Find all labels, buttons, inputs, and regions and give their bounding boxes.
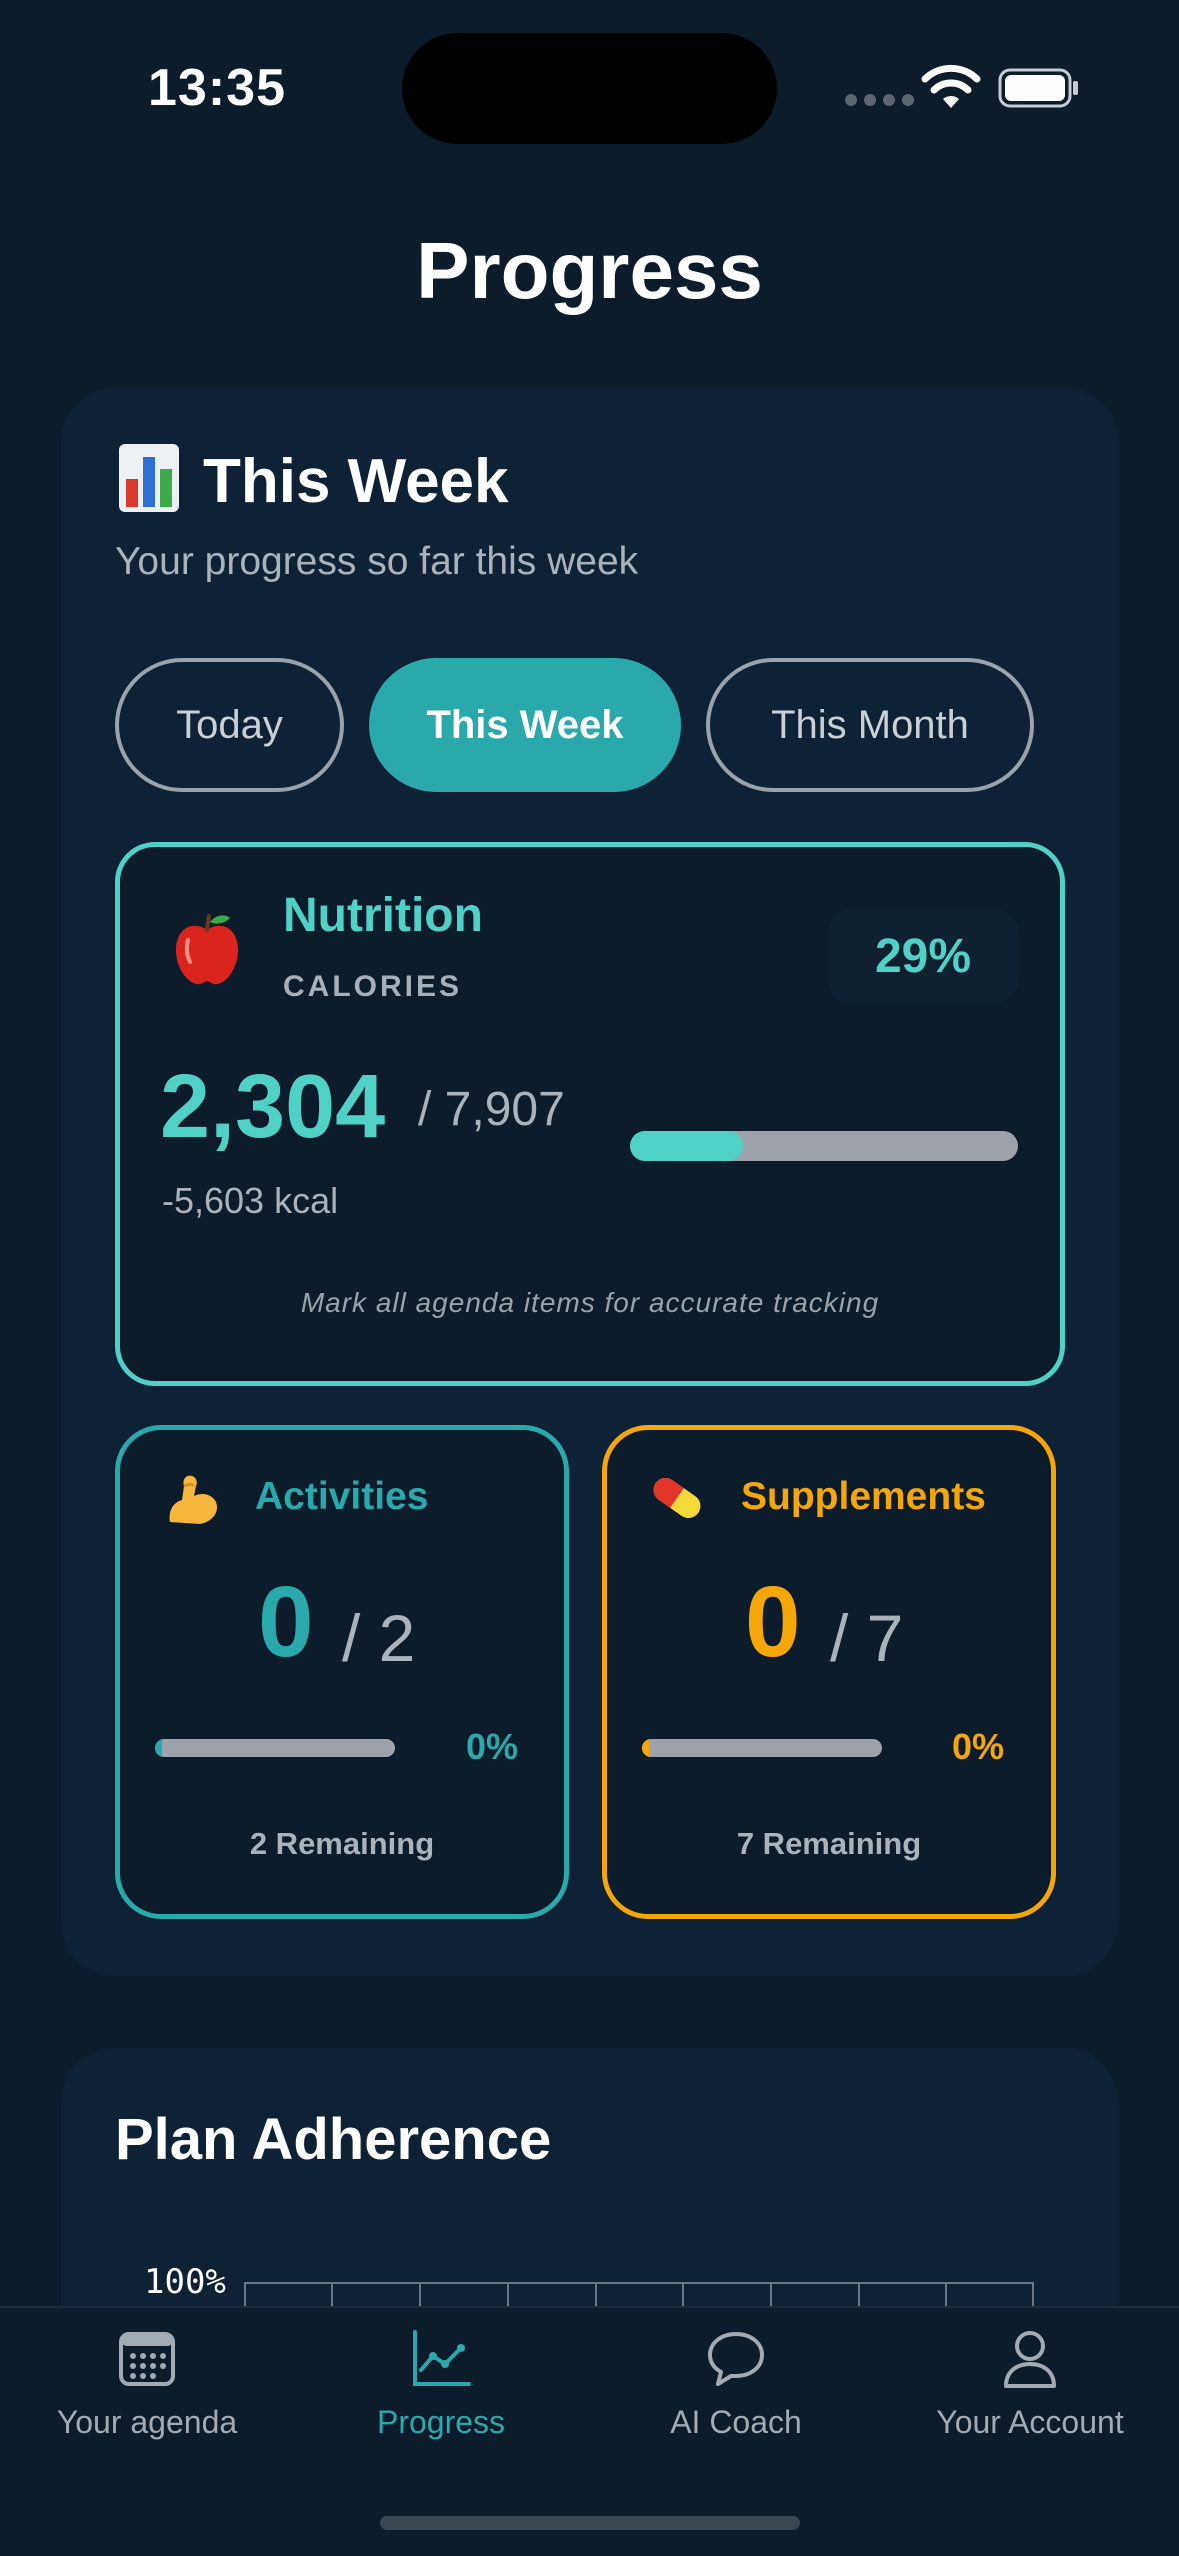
dynamic-island — [402, 33, 777, 144]
calendar-icon — [119, 2332, 175, 2386]
nav-your-agenda[interactable]: Your agenda — [0, 2326, 294, 2441]
tab-this-month[interactable]: This Month — [706, 658, 1034, 792]
nutrition-percent-badge: 29% — [828, 908, 1018, 1004]
activities-label: Activities — [255, 1475, 429, 1518]
supplements-label: Supplements — [741, 1475, 986, 1518]
nav-label-your-agenda: Your agenda — [56, 2404, 238, 2440]
person-icon — [1004, 2331, 1056, 2388]
week-card-subtitle: Your progress so far this week — [115, 540, 639, 583]
chat-bubble-icon — [708, 2332, 764, 2386]
supplements-value: 0 — [745, 1566, 801, 1678]
nav-progress[interactable]: Progress — [294, 2326, 588, 2441]
bottom-tab-bar — [0, 2306, 1179, 2556]
supplements-remaining: 7 Remaining — [736, 1826, 922, 1861]
page-title: Progress — [416, 226, 763, 315]
bar-chart-icon — [119, 444, 179, 512]
supplements-percent: 0% — [952, 1726, 1005, 1767]
nutrition-subtitle: CALORIES — [283, 970, 463, 1003]
activities-goal: / 2 — [342, 1601, 416, 1675]
cellular-signal-icon — [845, 94, 914, 106]
activities-remaining: 2 Remaining — [249, 1826, 435, 1861]
nutrition-delta: -5,603 kcal — [162, 1180, 339, 1221]
tab-today[interactable]: Today — [115, 658, 344, 792]
pill-icon — [653, 1477, 701, 1519]
supplements-progress-bar — [642, 1739, 882, 1757]
status-time: 13:35 — [148, 59, 286, 117]
nav-your-account[interactable]: Your Account — [883, 2326, 1177, 2441]
apple-icon — [176, 914, 238, 985]
nutrition-progress-bar — [630, 1131, 1018, 1161]
tab-this-week[interactable]: This Week — [369, 658, 681, 792]
nutrition-goal: / 7,907 — [418, 1083, 565, 1136]
home-indicator[interactable] — [380, 2516, 800, 2530]
nav-label-your-account: Your Account — [936, 2404, 1124, 2440]
nutrition-value: 2,304 — [160, 1057, 386, 1157]
activities-progress-bar — [155, 1739, 395, 1757]
nav-label-ai-coach: AI Coach — [670, 2404, 802, 2440]
plan-adherence-title: Plan Adherence — [115, 2107, 552, 2172]
battery-icon — [998, 68, 1078, 108]
chart-line-icon — [413, 2330, 471, 2386]
wifi-icon — [921, 64, 981, 108]
activities-card[interactable] — [115, 1425, 569, 1919]
adherence-y-axis-label: 100% — [144, 2262, 226, 2302]
nutrition-note: Mark all agenda items for accurate track… — [300, 1287, 880, 1318]
activities-progress-fill — [155, 1739, 163, 1757]
supplements-goal: / 7 — [830, 1601, 904, 1675]
nav-label-progress: Progress — [376, 2404, 506, 2440]
nav-ai-coach[interactable]: AI Coach — [589, 2326, 883, 2441]
nutrition-progress-fill — [630, 1131, 743, 1161]
activities-value: 0 — [258, 1566, 314, 1678]
activities-percent: 0% — [466, 1726, 519, 1767]
supplements-progress-fill — [642, 1739, 650, 1757]
flexed-biceps-icon — [169, 1475, 218, 1524]
week-card-title: This Week — [203, 447, 509, 516]
nutrition-title: Nutrition — [283, 889, 483, 942]
